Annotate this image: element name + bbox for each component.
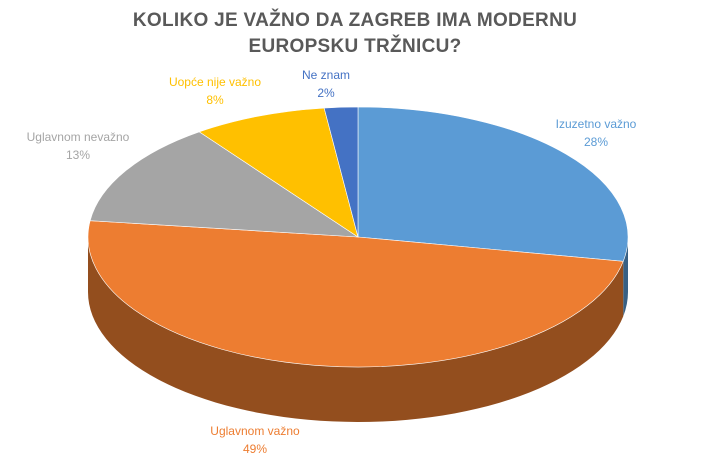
slice-label: Uglavnom važno: [210, 424, 300, 438]
chart-title: KOLIKO JE VAŽNO DA ZAGREB IMA MODERNU EU…: [132, 10, 578, 57]
slice: [87, 220, 624, 368]
slice-label: Uopće nije važno: [169, 75, 261, 89]
slice-side: [88, 237, 624, 422]
slice: [198, 107, 359, 238]
slice-value-label: 13%: [66, 148, 90, 162]
slice: [357, 106, 629, 262]
slice-label: Ne znam: [302, 68, 350, 82]
slice: [89, 131, 360, 238]
slice-value-label: 8%: [206, 93, 224, 107]
slice-label: Uglavnom nevažno: [27, 130, 130, 144]
slice-value-label: 2%: [317, 86, 335, 100]
slice: [323, 106, 359, 238]
slice-value-label: 49%: [243, 442, 267, 456]
slice-label: Izuzetno važno: [556, 117, 637, 131]
slice-value-label: 28%: [584, 135, 608, 149]
slice-side: [623, 237, 628, 317]
